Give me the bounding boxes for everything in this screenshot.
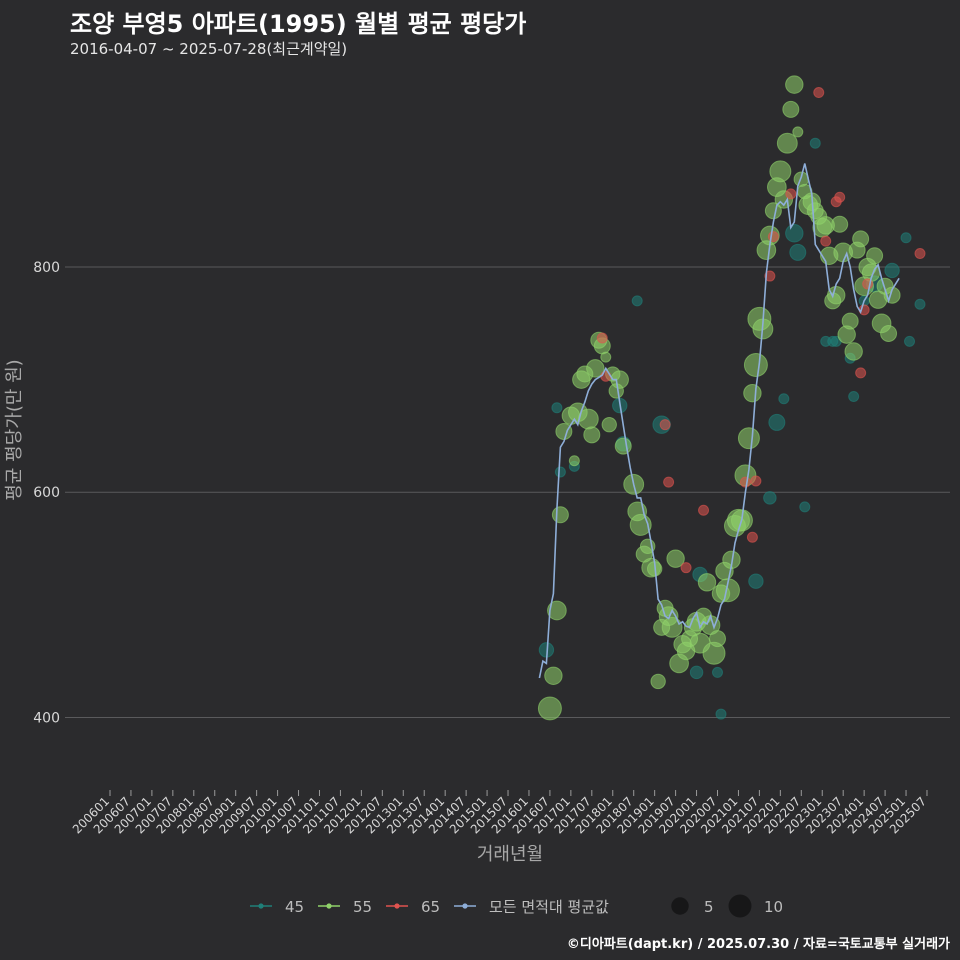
point-65 — [596, 332, 608, 344]
x-axis-title: 거래년월 — [477, 844, 543, 865]
point-55 — [547, 600, 567, 621]
point-45 — [715, 708, 727, 720]
point-55 — [537, 696, 562, 721]
y-tick-label: 800 — [33, 260, 60, 276]
legend-size-label: 10 — [764, 898, 783, 916]
point-55 — [831, 215, 849, 233]
point-55 — [709, 630, 726, 648]
legend-key-dot — [258, 903, 264, 909]
point-45 — [712, 666, 723, 678]
point-65 — [739, 476, 751, 488]
point-55 — [601, 416, 617, 433]
legend-label: 모든 면적대 평균값 — [489, 898, 609, 916]
point-65 — [746, 531, 758, 543]
y-tick-label: 400 — [33, 710, 60, 726]
point-45 — [799, 501, 811, 513]
point-55 — [841, 312, 859, 330]
y-axis-title: 평균 평당가(만 원) — [4, 359, 25, 500]
point-45 — [778, 393, 790, 405]
point-65 — [820, 235, 832, 247]
point-45 — [551, 402, 563, 414]
point-55 — [600, 351, 612, 363]
point-45 — [763, 491, 777, 505]
point-55 — [666, 549, 685, 568]
point-45 — [631, 295, 643, 307]
point-65 — [659, 419, 671, 431]
point-55 — [544, 666, 563, 685]
point-65 — [750, 475, 762, 487]
point-45 — [914, 298, 926, 310]
point-55 — [824, 292, 842, 310]
point-45 — [748, 573, 764, 589]
point-55 — [614, 437, 632, 455]
chart-title: 조양 부영5 아파트(1995) 월별 평균 평당가 — [70, 10, 527, 38]
legend: 45 55 65 모든 면적대 평균값 5 10 — [250, 894, 783, 918]
legend-key-dot — [394, 903, 400, 909]
point-55 — [695, 607, 713, 625]
point-55 — [743, 353, 768, 377]
point-55 — [764, 202, 782, 220]
point-55 — [866, 247, 884, 265]
point-45 — [809, 137, 821, 149]
point-55 — [653, 618, 671, 636]
point-55 — [852, 230, 870, 248]
point-65 — [813, 87, 825, 99]
point-65 — [764, 270, 776, 282]
legend-size-key — [728, 894, 752, 918]
point-55 — [880, 324, 898, 342]
point-55 — [785, 75, 804, 94]
point-45 — [904, 335, 916, 347]
point-65 — [914, 248, 926, 260]
legend-label: 65 — [421, 898, 440, 916]
chart-subtitle: 2016-04-07 ~ 2025-07-28(최근계약일) — [70, 40, 348, 58]
point-45 — [785, 224, 804, 243]
legend-label: 55 — [353, 898, 372, 916]
point-45 — [768, 413, 786, 431]
point-55 — [576, 365, 594, 383]
point-55 — [792, 126, 804, 138]
point-55 — [737, 427, 760, 450]
point-45 — [789, 243, 807, 261]
point-55 — [743, 383, 762, 403]
source-footer: ©디아파트(dapt.kr) / 2025.07.30 / 자료=국토교통부 실… — [566, 937, 950, 952]
point-65 — [663, 476, 675, 488]
point-55 — [697, 573, 717, 592]
point-65 — [834, 191, 846, 203]
point-65 — [698, 504, 710, 516]
point-65 — [680, 562, 692, 574]
point-55 — [681, 630, 699, 648]
point-45 — [848, 391, 860, 403]
point-55 — [782, 100, 800, 118]
point-55 — [583, 426, 601, 444]
point-45 — [884, 262, 900, 279]
y-tick-label: 600 — [33, 485, 60, 501]
point-45 — [689, 665, 704, 680]
point-55 — [810, 207, 828, 225]
point-55 — [650, 673, 666, 690]
legend-size-label: 5 — [704, 898, 714, 916]
point-55 — [776, 132, 798, 154]
legend-key-dot — [462, 903, 468, 909]
average-line — [538, 163, 900, 679]
point-55 — [568, 455, 580, 467]
legend-key-dot — [326, 903, 332, 909]
point-45 — [554, 466, 566, 478]
point-65 — [855, 367, 867, 379]
legend-label: 45 — [285, 898, 304, 916]
point-45 — [900, 232, 912, 244]
point-55 — [551, 506, 569, 524]
point-65 — [785, 188, 797, 200]
legend-size-key — [671, 897, 689, 915]
point-55 — [608, 383, 624, 399]
point-55 — [844, 342, 863, 361]
